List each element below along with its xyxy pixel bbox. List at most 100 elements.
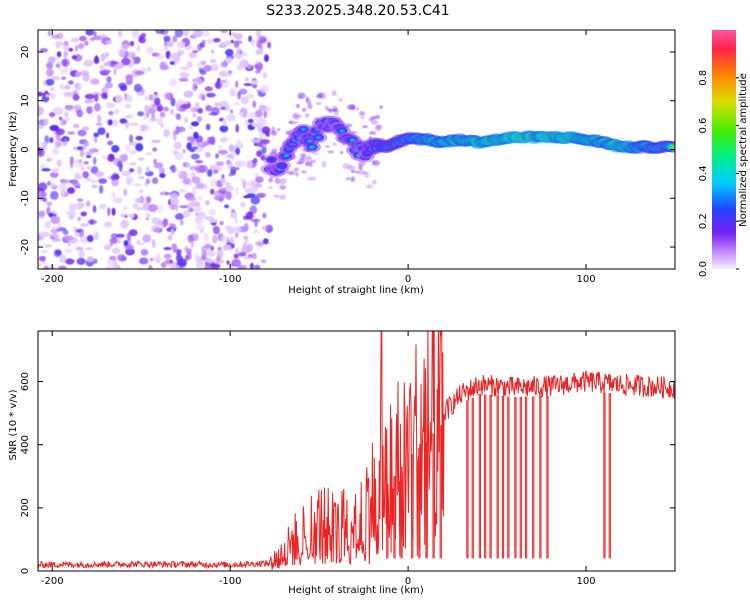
noise-blob xyxy=(76,109,84,118)
halo-blob xyxy=(279,194,286,200)
noise-blob xyxy=(255,176,264,183)
noise-blob xyxy=(60,69,64,75)
noise-blob xyxy=(250,218,261,223)
noise-blob xyxy=(73,226,77,232)
noise-blob xyxy=(244,188,252,193)
noise-blob xyxy=(86,178,92,182)
noise-blob xyxy=(165,257,171,267)
noise-blob xyxy=(78,249,85,259)
noise-blob xyxy=(194,253,199,260)
noise-blob xyxy=(135,143,144,152)
noise-blob xyxy=(62,44,71,51)
noise-blob xyxy=(38,146,43,155)
noise-blob xyxy=(145,152,153,156)
noise-blob xyxy=(220,30,228,34)
noise-blob xyxy=(130,149,137,154)
noise-blob xyxy=(94,171,105,178)
halo-blob xyxy=(375,124,382,131)
halo-blob xyxy=(326,108,332,112)
noise-blob xyxy=(169,61,175,65)
halo-blob xyxy=(364,174,370,178)
noise-blob xyxy=(203,232,209,241)
halo-blob xyxy=(366,184,374,189)
halo-blob xyxy=(332,142,338,146)
noise-blob xyxy=(136,45,141,52)
noise-blob xyxy=(114,174,120,180)
noise-blob xyxy=(176,265,181,269)
noise-blob xyxy=(137,111,145,117)
noise-blob xyxy=(202,30,210,37)
noise-blob xyxy=(64,111,69,118)
noise-blob xyxy=(214,102,221,107)
noise-blob xyxy=(75,229,83,233)
noise-blob xyxy=(191,146,198,150)
noise-blob xyxy=(112,247,121,254)
x-tick-label: 100 xyxy=(576,274,595,285)
noise-blob xyxy=(103,244,112,251)
noise-blob xyxy=(228,144,234,153)
noise-blob xyxy=(213,38,221,43)
noise-blob xyxy=(64,117,71,121)
noise-blob xyxy=(240,96,249,105)
noise-blob xyxy=(247,64,252,70)
noise-blob xyxy=(93,156,97,165)
halo-blob xyxy=(310,159,317,163)
noise-blob xyxy=(191,186,197,196)
noise-blob xyxy=(228,173,233,177)
noise-blob xyxy=(46,202,52,207)
spectrogram-y-axis: -20 -10 0 10 20 xyxy=(20,46,675,255)
noise-blob xyxy=(252,158,258,164)
halo-blob xyxy=(269,175,273,182)
halo-blob xyxy=(305,161,310,167)
x-tick-label: -200 xyxy=(41,274,64,285)
noise-blob xyxy=(195,164,205,174)
halo-blob xyxy=(301,170,307,174)
noise-blob xyxy=(145,196,152,204)
halo-blob xyxy=(356,107,360,111)
noise-blob xyxy=(38,91,43,97)
noise-blob xyxy=(246,160,253,169)
noise-blob xyxy=(163,45,169,51)
noise-blob xyxy=(65,258,75,265)
halo-blob xyxy=(298,157,305,164)
noise-blob xyxy=(250,39,256,47)
noise-blob xyxy=(263,110,268,118)
noise-blob xyxy=(157,204,164,213)
noise-blob xyxy=(195,160,203,164)
noise-blob xyxy=(208,112,219,116)
noise-blob xyxy=(193,131,199,140)
halo-blob xyxy=(346,165,355,170)
noise-blob xyxy=(233,225,242,234)
noise-blob xyxy=(106,76,112,83)
noise-blob xyxy=(45,78,55,86)
noise-blob xyxy=(99,204,107,210)
noise-blob xyxy=(211,49,214,54)
colorbar-ticks: 0.0 0.2 0.4 0.6 0.8 xyxy=(698,70,739,277)
noise-blob xyxy=(147,67,152,72)
noise-blob xyxy=(243,222,249,232)
ridge-cell xyxy=(340,129,344,132)
halo-blob xyxy=(297,92,306,99)
noise-blob xyxy=(131,30,140,39)
noise-blob xyxy=(93,136,98,144)
noise-blob xyxy=(111,119,119,127)
x-tick-label: -200 xyxy=(41,576,64,587)
noise-blob xyxy=(239,201,246,208)
noise-blob xyxy=(182,148,186,154)
ridge-cell xyxy=(671,146,675,149)
noise-blob xyxy=(56,159,62,167)
noise-blob xyxy=(124,94,133,103)
halo-blob xyxy=(321,92,326,99)
noise-blob xyxy=(74,45,79,52)
noise-blob xyxy=(115,233,125,238)
y-tick-label: 0 xyxy=(20,146,31,152)
noise-blob xyxy=(120,213,125,218)
noise-blob xyxy=(252,228,259,234)
noise-blob xyxy=(99,185,104,194)
noise-blob xyxy=(229,236,235,245)
noise-blob xyxy=(242,242,248,249)
noise-blob xyxy=(55,40,64,47)
x-tick-label: -100 xyxy=(219,274,242,285)
x-tick-label: 0 xyxy=(405,576,411,587)
